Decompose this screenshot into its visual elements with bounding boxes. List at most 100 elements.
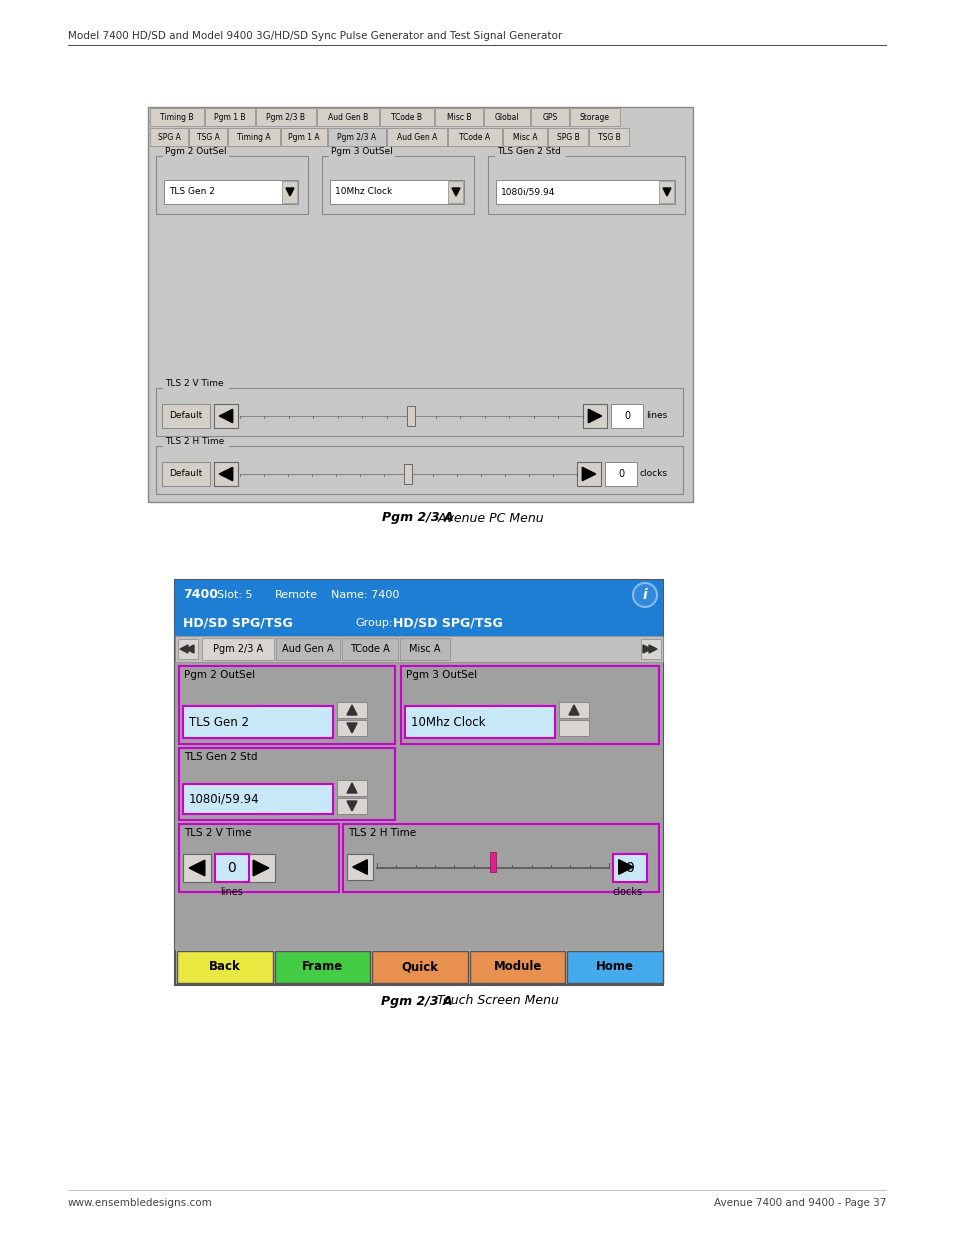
- Bar: [148, 107, 692, 501]
- Polygon shape: [347, 722, 356, 734]
- Text: Pgm 2 OutSel: Pgm 2 OutSel: [184, 671, 254, 680]
- Text: Misc A: Misc A: [409, 643, 440, 655]
- Bar: [274, 951, 370, 983]
- Circle shape: [633, 583, 657, 606]
- Bar: [567, 951, 662, 983]
- Polygon shape: [353, 860, 367, 874]
- Polygon shape: [347, 705, 356, 715]
- Bar: [214, 853, 249, 882]
- Polygon shape: [180, 645, 188, 653]
- Text: 0: 0: [623, 411, 629, 421]
- Bar: [569, 107, 619, 126]
- Bar: [336, 781, 367, 797]
- Text: clocks: clocks: [613, 887, 642, 897]
- Text: Module: Module: [493, 961, 541, 973]
- Text: TLS 2 H Time: TLS 2 H Time: [165, 436, 224, 446]
- Text: Misc A: Misc A: [512, 132, 537, 142]
- Bar: [174, 662, 662, 950]
- Bar: [531, 107, 568, 126]
- Bar: [213, 404, 237, 429]
- Text: TCode A: TCode A: [459, 132, 490, 142]
- Polygon shape: [452, 188, 459, 196]
- Polygon shape: [347, 802, 356, 811]
- Bar: [336, 798, 367, 814]
- Bar: [156, 156, 308, 214]
- Text: Aud Gen B: Aud Gen B: [328, 112, 368, 121]
- Bar: [150, 128, 188, 146]
- Text: TCode B: TCode B: [391, 112, 422, 121]
- Text: Misc B: Misc B: [446, 112, 471, 121]
- Bar: [400, 666, 659, 743]
- Polygon shape: [253, 860, 269, 876]
- Bar: [247, 853, 274, 882]
- Bar: [404, 464, 412, 484]
- Text: TLS Gen 2 Std: TLS Gen 2 Std: [184, 752, 257, 762]
- Polygon shape: [219, 467, 233, 480]
- Polygon shape: [219, 409, 233, 422]
- Text: 0: 0: [625, 861, 634, 876]
- Bar: [490, 852, 496, 872]
- Text: 1080i/59.94: 1080i/59.94: [500, 188, 555, 196]
- Text: TLS Gen 2 Std: TLS Gen 2 Std: [497, 147, 560, 156]
- Text: Avenue 7400 and 9400 - Page 37: Avenue 7400 and 9400 - Page 37: [713, 1198, 885, 1208]
- Bar: [577, 462, 600, 487]
- Text: Pgm 1 A: Pgm 1 A: [288, 132, 319, 142]
- Bar: [189, 128, 227, 146]
- Bar: [179, 666, 395, 743]
- Bar: [582, 404, 606, 429]
- Bar: [399, 638, 450, 659]
- Bar: [163, 441, 229, 451]
- Text: Quick: Quick: [401, 961, 438, 973]
- Bar: [183, 784, 333, 814]
- Text: TLS 2 H Time: TLS 2 H Time: [348, 827, 416, 839]
- Text: Home: Home: [596, 961, 634, 973]
- Text: Remote: Remote: [274, 590, 317, 600]
- Text: Group:: Group:: [355, 618, 392, 629]
- Bar: [496, 180, 675, 204]
- Bar: [163, 151, 229, 161]
- Bar: [448, 182, 462, 203]
- Bar: [183, 706, 333, 739]
- Text: Default: Default: [170, 411, 202, 420]
- Polygon shape: [568, 705, 578, 715]
- Text: Pgm 2 OutSel: Pgm 2 OutSel: [165, 147, 227, 156]
- Bar: [613, 853, 639, 881]
- Text: Pgm 1 B: Pgm 1 B: [214, 112, 246, 121]
- Text: Pgm 3 OutSel: Pgm 3 OutSel: [331, 147, 393, 156]
- Bar: [659, 182, 673, 203]
- Bar: [387, 128, 447, 146]
- Text: clocks: clocks: [639, 469, 667, 478]
- Bar: [162, 462, 210, 487]
- Bar: [613, 853, 646, 882]
- Text: 7400: 7400: [183, 589, 218, 601]
- Bar: [163, 383, 229, 393]
- Text: TCode A: TCode A: [350, 643, 390, 655]
- Text: Storage: Storage: [579, 112, 609, 121]
- Polygon shape: [588, 409, 601, 422]
- Text: Slot: 5: Slot: 5: [216, 590, 253, 600]
- Text: TLS Gen 2: TLS Gen 2: [189, 715, 249, 729]
- Bar: [213, 462, 237, 487]
- Bar: [282, 182, 296, 203]
- Bar: [495, 151, 565, 161]
- Bar: [179, 824, 338, 892]
- Text: SPG A: SPG A: [157, 132, 180, 142]
- Bar: [178, 638, 198, 659]
- Bar: [174, 580, 662, 986]
- Text: Aud Gen A: Aud Gen A: [282, 643, 334, 655]
- Bar: [275, 638, 339, 659]
- Bar: [379, 107, 434, 126]
- Text: Pgm 2/3 A: Pgm 2/3 A: [382, 511, 454, 525]
- Bar: [407, 406, 416, 426]
- Polygon shape: [347, 783, 356, 793]
- Text: GPS: GPS: [542, 112, 558, 121]
- Bar: [640, 638, 660, 659]
- Bar: [205, 107, 254, 126]
- Bar: [316, 107, 378, 126]
- Text: TLS 2 V Time: TLS 2 V Time: [184, 827, 252, 839]
- Text: 10Mhz Clock: 10Mhz Clock: [411, 715, 485, 729]
- Text: HD/SD SPG/TSG: HD/SD SPG/TSG: [393, 616, 502, 630]
- Text: HD/SD SPG/TSG: HD/SD SPG/TSG: [183, 616, 293, 630]
- Text: Global: Global: [495, 112, 518, 121]
- Text: 1080i/59.94: 1080i/59.94: [189, 793, 259, 805]
